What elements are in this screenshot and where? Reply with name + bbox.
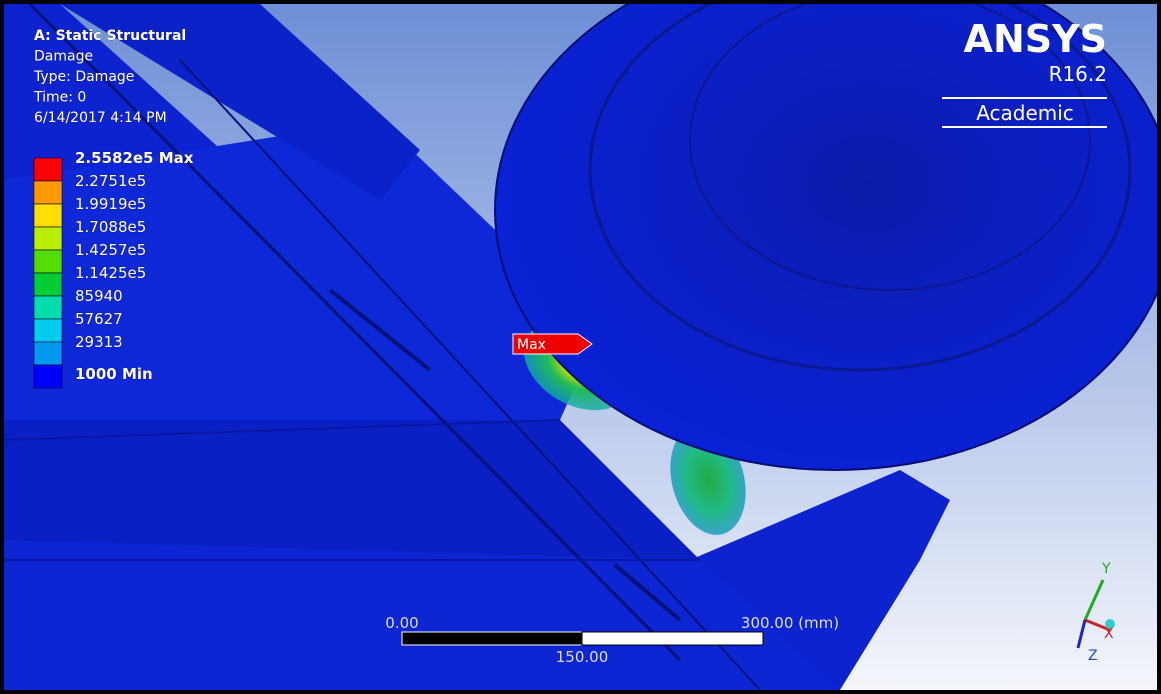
header-line: A: Static Structural xyxy=(34,28,186,44)
legend-swatch xyxy=(33,249,63,274)
header-line: 6/14/2017 4:14 PM xyxy=(34,110,167,126)
max-probe: Max xyxy=(512,333,593,355)
triad-z: Z xyxy=(1088,648,1098,664)
legend-label: 29313 xyxy=(75,333,123,351)
logo: ANSYS R16.2 Academic xyxy=(942,17,1107,128)
legend-label: 1000 Min xyxy=(75,365,153,383)
legend-swatch xyxy=(33,318,63,343)
legend-swatch xyxy=(33,157,63,182)
logo-version: R16.2 xyxy=(1049,62,1107,86)
scale-bar: 0.00 300.00 (mm) 150.00 xyxy=(385,614,839,666)
legend: 2.5582e5 Max 2.2751e5 1.9919e5 1.7088e5 1.42… xyxy=(33,149,194,389)
legend-label: 1.4257e5 xyxy=(75,241,146,259)
legend-swatch xyxy=(33,203,63,228)
triad: Y X Z xyxy=(1076,561,1115,664)
triad-y: Y xyxy=(1101,561,1111,577)
legend-swatch xyxy=(33,341,63,366)
legend-swatch xyxy=(33,364,63,389)
legend-swatch xyxy=(33,226,63,251)
scale-start: 0.00 xyxy=(385,614,418,632)
legend-label: 1.7088e5 xyxy=(75,218,146,236)
legend-label: 57627 xyxy=(75,310,123,328)
header: A: Static Structural Damage Type: Damage Ti… xyxy=(33,28,187,126)
header-line: Damage xyxy=(34,49,93,65)
logo-edition: Academic xyxy=(976,101,1074,125)
legend-label: 2.2751e5 xyxy=(75,172,146,190)
header-line: Type: Damage xyxy=(33,69,134,85)
probe-label: Max xyxy=(517,337,546,353)
scale-middle: 150.00 xyxy=(556,648,609,666)
legend-label: 1.1425e5 xyxy=(75,264,146,282)
legend-swatch xyxy=(33,295,63,320)
legend-swatch xyxy=(33,272,63,297)
header-line: Time: 0 xyxy=(33,90,86,106)
triad-x: X xyxy=(1104,626,1114,642)
legend-label: 2.5582e5 Max xyxy=(75,149,194,167)
legend-label: 85940 xyxy=(75,287,123,305)
legend-label: 1.9919e5 xyxy=(75,195,146,213)
scale-end: 300.00 (mm) xyxy=(741,614,839,632)
logo-brand: ANSYS xyxy=(964,17,1107,61)
model xyxy=(3,0,1161,691)
legend-swatch xyxy=(33,180,63,205)
